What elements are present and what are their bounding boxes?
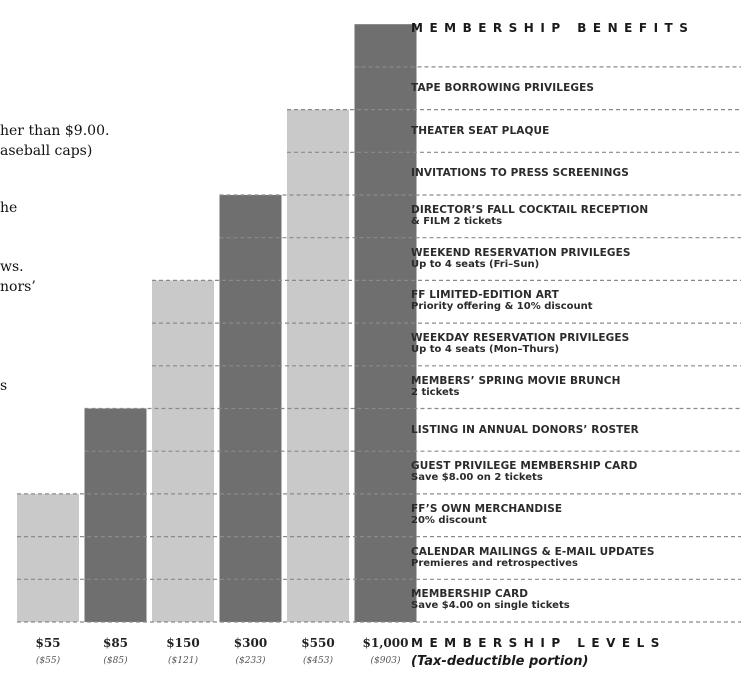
membership-price-label: $300 <box>233 636 268 650</box>
left-text-fragment: s <box>0 378 8 394</box>
benefit-detail: 20% discount <box>411 514 487 526</box>
membership-benefits-header: MEMBERSHIP BENEFITS <box>411 21 695 35</box>
benefit-item: MEMBERSHIP CARD Save $4.00 on single tick… <box>411 588 741 611</box>
benefit-detail: & FILM 2 tickets <box>411 216 503 227</box>
benefit-item: CALENDAR MAILINGS & E-MAIL UPDATES Premie… <box>411 546 741 569</box>
tax-deductible-amount: ($85) <box>103 656 128 666</box>
bar <box>84 408 147 622</box>
benefit-item: WEEKEND RESERVATION PRIVILEGES Up to 4 se… <box>411 247 741 270</box>
benefit-title: MEMBERSHIP CARD <box>411 588 529 601</box>
benefit-item: GUEST PRIVILEGE MEMBERSHIP CARD Save $8.0… <box>411 460 741 483</box>
benefit-detail: Premieres and retrospectives <box>411 557 578 569</box>
left-text-fragment: her than $9.00. <box>0 123 110 139</box>
left-text-fragment: he <box>0 200 18 216</box>
benefit-detail: Up to 4 seats (Fri–Sun) <box>411 258 540 270</box>
benefit-detail: Priority offering & 10% discount <box>411 301 593 313</box>
benefit-item: FF LIMITED-EDITION ART Priority offering … <box>411 289 741 312</box>
membership-price-label: $1,000 <box>362 636 409 650</box>
benefit-title: GUEST PRIVILEGE MEMBERSHIP CARD <box>411 460 638 473</box>
left-text-fragment: aseball caps) <box>0 143 93 159</box>
benefit-title: CALENDAR MAILINGS & E-MAIL UPDATES <box>411 545 655 558</box>
benefit-detail: Save $4.00 on single tickets <box>411 600 570 612</box>
benefit-detail: Save $8.00 on 2 tickets <box>411 472 543 484</box>
membership-price-label: $550 <box>301 636 335 650</box>
benefit-item: LISTING IN ANNUAL DONORS’ ROSTER <box>411 424 741 436</box>
benefit-item: WEEKDAY RESERVATION PRIVILEGES Up to 4 se… <box>411 332 741 355</box>
left-text-fragment: nors’ <box>0 279 36 295</box>
benefit-item: MEMBERS’ SPRING MOVIE BRUNCH 2 tickets <box>411 375 741 398</box>
membership-price-label: $150 <box>166 636 200 650</box>
left-text-fragment: ws. <box>0 259 24 275</box>
tax-deductible-amount: ($453) <box>303 656 333 666</box>
benefit-title: FF’S OWN MERCHANDISE <box>411 502 563 515</box>
benefit-title: LISTING IN ANNUAL DONORS’ ROSTER <box>411 423 639 436</box>
benefit-title: WEEKEND RESERVATION PRIVILEGES <box>411 246 631 259</box>
membership-price-label: $85 <box>102 636 129 650</box>
benefit-item: DIRECTOR’S FALL COCKTAIL RECEPTION & FILM… <box>411 204 741 227</box>
benefit-item: THEATER SEAT PLAQUE <box>411 125 741 137</box>
benefit-detail: Up to 4 seats (Mon–Thurs) <box>411 344 560 356</box>
tax-deductible-amount: ($233) <box>235 656 266 666</box>
bar <box>219 195 282 622</box>
membership-price-label: $55 <box>35 636 61 650</box>
benefit-item: FF’S OWN MERCHANDISE 20% discount <box>411 503 741 526</box>
tax-deductible-amount: ($121) <box>168 656 198 666</box>
benefit-title: FF LIMITED-EDITION ART <box>411 289 559 302</box>
benefit-title: THEATER SEAT PLAQUE <box>411 124 550 137</box>
benefit-item: TAPE BORROWING PRIVILEGES <box>411 82 741 94</box>
bar <box>17 493 79 622</box>
tax-deductible-amount: ($903) <box>370 656 401 666</box>
benefit-title: DIRECTOR’S FALL COCKTAIL RECEPTION <box>411 204 649 216</box>
membership-levels-label: MEMBERSHIP LEVELS <box>411 636 666 650</box>
benefit-title: WEEKDAY RESERVATION PRIVILEGES <box>411 332 630 345</box>
bar <box>287 109 349 623</box>
tax-deductible-amount: ($55) <box>35 656 61 666</box>
benefit-title: MEMBERS’ SPRING MOVIE BRUNCH <box>411 374 621 387</box>
benefit-title: TAPE BORROWING PRIVILEGES <box>411 81 595 94</box>
benefit-title: INVITATIONS TO PRESS SCREENINGS <box>411 167 629 180</box>
benefit-item: INVITATIONS TO PRESS SCREENINGS <box>411 167 741 179</box>
benefit-detail: 2 tickets <box>411 386 460 398</box>
tax-deductible-label: (Tax-deductible portion) <box>411 654 589 669</box>
